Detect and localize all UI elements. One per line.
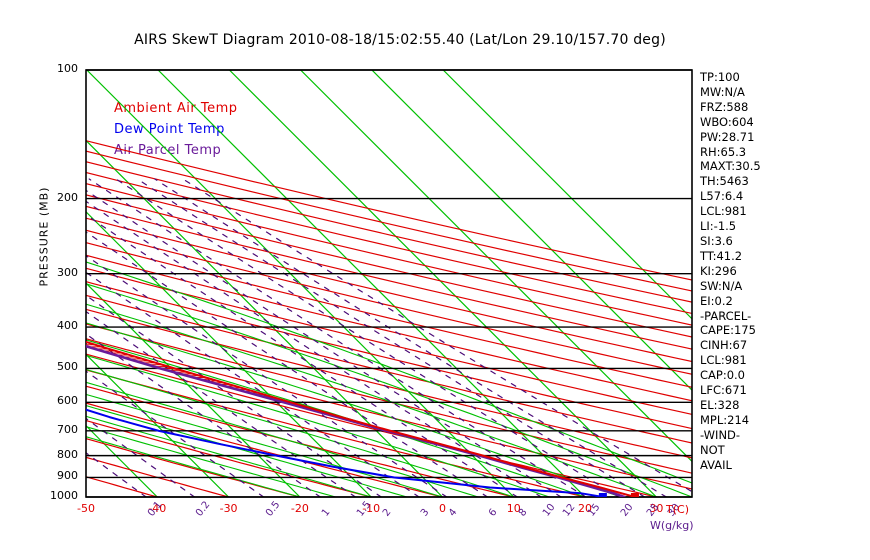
bottom-temp-tick--50: -50 [77, 502, 95, 515]
pressure-tick-900: 900 [57, 469, 78, 483]
stat-item: -WIND- [700, 427, 741, 442]
stat-item: EI:0.2 [700, 293, 733, 308]
stat-item: TT:41.2 [700, 248, 743, 263]
curve-dew-point-temp [86, 408, 604, 497]
stat-item: NOT [700, 442, 725, 457]
curve-air-parcel-temp [86, 344, 626, 497]
pressure-tick-300: 300 [57, 265, 78, 279]
stat-item: EL:328 [700, 397, 740, 412]
stat-item: WBO:604 [700, 114, 754, 129]
stat-item: CINH:67 [700, 338, 748, 353]
legend-ambient-air-temp: Ambient Air Temp [114, 101, 238, 116]
pressure-tick-700: 700 [57, 422, 78, 436]
bottom-temp-tick-20: 20 [578, 502, 593, 515]
stat-item: L57:6.4 [700, 189, 744, 204]
bottom-temp-tick-0: 0 [438, 502, 446, 515]
pressure-tick-200: 200 [57, 190, 78, 204]
stat-item: SI:3.6 [700, 233, 733, 248]
bottom-temp-tick-30: 30 [649, 502, 664, 515]
bottom-temp-tick--30: -30 [219, 502, 238, 515]
pressure-tick-400: 400 [57, 319, 78, 333]
stat-item: TP:100 [700, 70, 740, 84]
stat-item: CAPE:175 [700, 323, 756, 338]
bottom-temp-tick--20: -20 [290, 502, 309, 515]
stat-item: RH:65.3 [700, 144, 747, 159]
mixing-ratio-unit-label: W(g/kg) [650, 519, 694, 532]
stat-item: FRZ:588 [700, 99, 749, 114]
bottom-temp-tick-10: 10 [506, 502, 521, 515]
pressure-tick-600: 600 [57, 394, 78, 408]
pressure-tick-1000: 1000 [50, 489, 78, 502]
stat-item: CAP:0.0 [700, 368, 745, 383]
pressure-tick-800: 800 [57, 447, 78, 461]
pressure-tick-100: 100 [57, 62, 78, 75]
page-title: AIRS SkewT Diagram 2010-08-18/15:02:55.4… [134, 32, 666, 48]
stat-item: LCL:981 [700, 204, 747, 219]
stat-item: LI:-1.5 [700, 219, 737, 234]
bottom-temp-tick--10: -10 [362, 502, 381, 515]
stat-item: LFC:671 [700, 383, 747, 398]
stat-item: MPL:214 [700, 412, 750, 427]
stats-panel: TP:100 MW:N/A FRZ:588 WBO:604 PW:28.71 RH:65.… [700, 70, 796, 472]
pressure-tick-500: 500 [57, 360, 78, 374]
stat-item: SW:N/A [700, 278, 743, 293]
curve-ambient-air-temp [86, 340, 636, 497]
stat-item: TH:5463 [700, 174, 749, 189]
stat-item: PW:28.71 [700, 129, 755, 144]
stat-item: MW:N/A [700, 84, 745, 99]
temp-axis-unit-label: T(C) [666, 503, 689, 516]
stat-item: LCL:981 [700, 353, 747, 368]
legend-dew-point-temp: Dew Point Temp [114, 122, 225, 137]
stat-item: MAXT:30.5 [700, 159, 761, 174]
stat-item: AVAIL [700, 457, 732, 472]
bottom-temp-tick--40: -40 [148, 502, 167, 515]
stat-item: -PARCEL- [700, 308, 752, 323]
stat-item: KI:296 [700, 263, 737, 278]
